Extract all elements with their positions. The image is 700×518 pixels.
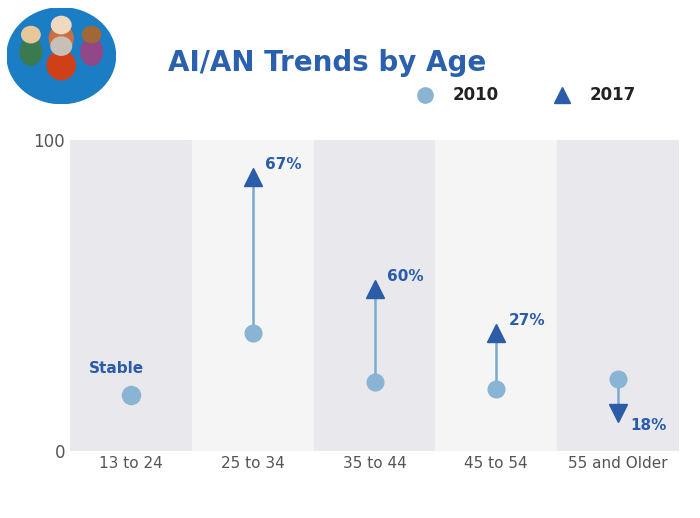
Ellipse shape — [51, 37, 71, 55]
Text: 60%: 60% — [386, 269, 424, 284]
Ellipse shape — [52, 17, 71, 34]
Text: 18%: 18% — [630, 418, 666, 433]
Ellipse shape — [80, 38, 102, 65]
Ellipse shape — [83, 26, 101, 43]
Bar — [557, 140, 679, 451]
Text: Stable: Stable — [89, 361, 144, 376]
Bar — [70, 140, 192, 451]
Ellipse shape — [20, 38, 42, 65]
Bar — [435, 140, 557, 451]
Bar — [192, 140, 314, 451]
Text: 2010: 2010 — [453, 85, 499, 104]
Ellipse shape — [22, 26, 40, 43]
Text: 27%: 27% — [508, 313, 545, 328]
Ellipse shape — [49, 25, 74, 52]
Circle shape — [7, 8, 116, 104]
Ellipse shape — [47, 51, 76, 80]
Text: AI/AN Trends by Age: AI/AN Trends by Age — [168, 49, 486, 77]
Text: 67%: 67% — [265, 157, 302, 172]
Bar — [314, 140, 435, 451]
Text: 2017: 2017 — [590, 85, 636, 104]
